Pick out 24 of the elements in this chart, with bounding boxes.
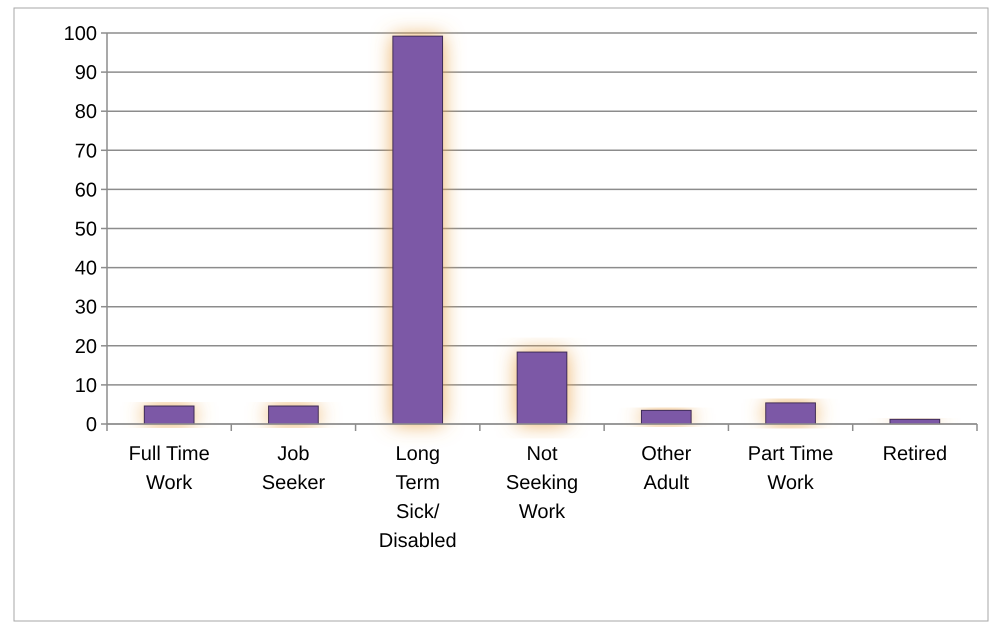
- y-tick-label: 100: [64, 23, 97, 45]
- y-tick-label: 60: [74, 179, 97, 202]
- bar: [144, 406, 194, 424]
- bar: [392, 36, 444, 424]
- x-tick-label: Full Time Work: [128, 443, 210, 494]
- y-tick-label: 20: [74, 336, 97, 358]
- y-tick-label: 0: [86, 414, 97, 436]
- bar: [268, 406, 319, 424]
- y-tick-label: 40: [74, 258, 97, 280]
- y-tick-label: 70: [74, 140, 97, 162]
- bar: [765, 402, 816, 424]
- x-tick-label: Other Adult: [641, 443, 692, 494]
- bar: [640, 410, 692, 424]
- y-tick-label: 10: [74, 374, 97, 397]
- y-tick-label: 30: [74, 296, 97, 319]
- x-tick-label: Part Time Work: [748, 443, 834, 494]
- x-tick-label: Job Seeker: [262, 443, 326, 494]
- y-tick-label: 90: [74, 62, 97, 84]
- x-tick-label: Long Term Sick/ Disabled: [378, 443, 457, 552]
- x-tick-label: Retired: [882, 443, 948, 465]
- y-tick-label: 50: [74, 218, 97, 240]
- y-tick-label: 80: [74, 101, 97, 124]
- bar: [516, 352, 568, 424]
- x-tick-label: Not Seeking Work: [506, 443, 578, 523]
